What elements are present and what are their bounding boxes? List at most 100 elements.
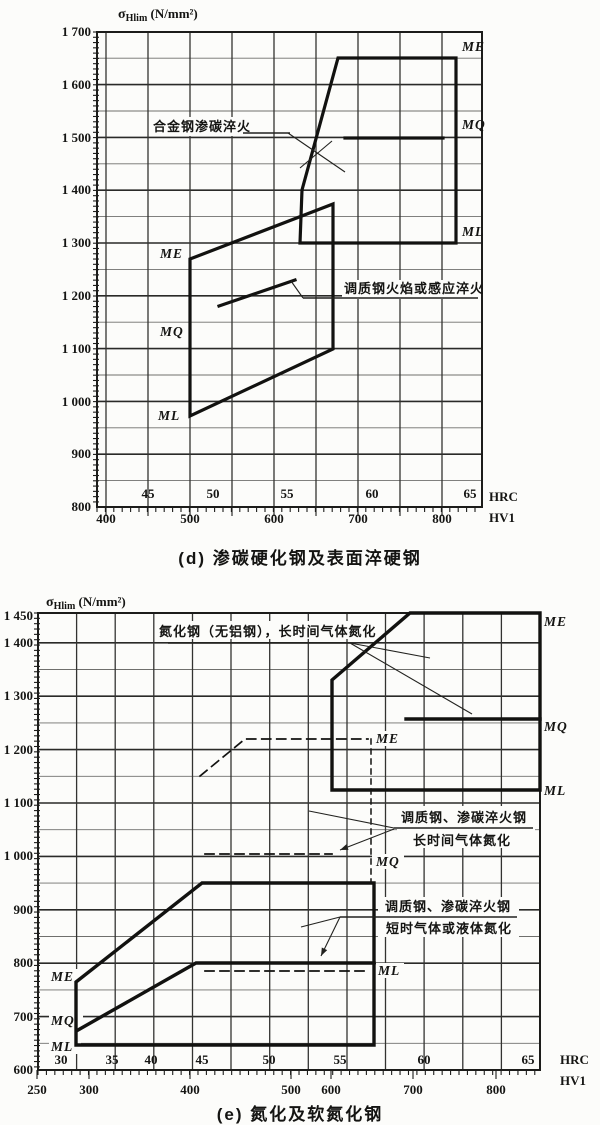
chart-label: 50 [207, 486, 220, 501]
chart-label: ME [50, 969, 74, 984]
chart-label: MQ [50, 1013, 75, 1028]
chart-label: 调质钢火焰或感应淬火 [344, 281, 484, 296]
chart-label: 氮化钢（无铝钢），长时间气体氮化 [159, 624, 377, 639]
chart-e: 1 450 1 400 1 300 1 200 1 100 1 000 900 800 700 6… [4, 594, 589, 1097]
chart-label: MQ [375, 854, 400, 869]
chart-label: ME [159, 246, 183, 261]
axis-ticks-d [93, 31, 476, 516]
leader-arrowhead [340, 844, 349, 850]
chart-label: 1 450 [4, 608, 33, 623]
label-backing [158, 621, 372, 639]
chart-label: ME [375, 731, 399, 746]
quality-grade-line [75, 961, 376, 1033]
label-backing [460, 39, 487, 54]
chart-d: 1 700 1 600 1 500 1 400 1 300 1 200 1 100 1 000… [62, 6, 518, 526]
chart-label: 500 [180, 511, 200, 526]
chart-label: ML [543, 783, 566, 798]
chart-label: 800 [486, 1082, 506, 1097]
chart-label: 900 [14, 902, 34, 917]
chart-label: HRC [560, 1052, 589, 1067]
quality-grade-line [198, 738, 369, 778]
chart-text-e: 1 450 1 400 1 300 1 200 1 100 1 000 900 800 700 6… [4, 594, 589, 1097]
label-backing [49, 969, 81, 984]
chart-label: 40 [145, 1052, 158, 1067]
chart-label: ML [461, 224, 484, 239]
label-backing [372, 854, 404, 869]
label-backing [49, 1039, 81, 1054]
chart-label: 调质钢、渗碳淬火钢 [401, 810, 527, 825]
chart-label: 1 500 [62, 130, 91, 145]
chart-label: HV1 [560, 1073, 586, 1088]
chart-label: HRC [489, 489, 518, 504]
axis-ticks-e [34, 612, 536, 1079]
quality-grade-line [330, 611, 542, 792]
leader-arrowhead [321, 947, 328, 956]
quality-grade-line [216, 277, 298, 309]
chart-label: MQ [159, 324, 184, 339]
chart-label: 35 [106, 1052, 120, 1067]
chart-label: 300 [79, 1082, 99, 1097]
chart-label: 65 [522, 1052, 536, 1067]
label-backing [376, 963, 404, 978]
annotation-leaders-e [168, 642, 533, 957]
chart-label: 65 [464, 486, 478, 501]
label-backing [153, 407, 186, 423]
chart-label: 250 [27, 1082, 47, 1097]
chart-label: 1 200 [4, 742, 33, 757]
chart-label: ME [543, 614, 567, 629]
chart-label: MQ [461, 117, 486, 132]
caption-chart-d: (d) 渗碳硬化钢及表面淬硬钢 [178, 549, 422, 568]
chart-label: 900 [72, 446, 92, 461]
quality-grade-line [188, 201, 335, 419]
chart-label: 600 [264, 511, 284, 526]
label-backing [155, 245, 188, 261]
chart-label: 500 [281, 1082, 301, 1097]
label-backing [460, 224, 487, 239]
label-backing [155, 323, 188, 339]
chart-label: 50 [263, 1052, 276, 1067]
chart-label: 1 600 [62, 77, 91, 92]
chart-label: 调质钢、渗碳淬火钢 [385, 899, 511, 914]
chart-label: MQ [543, 719, 568, 734]
chart-label: 30 [55, 1052, 68, 1067]
plot-border [37, 612, 541, 1071]
chart-label: 1 300 [4, 688, 33, 703]
chart-label: 长时间气体氮化 [413, 833, 511, 848]
chart-label: 400 [96, 511, 116, 526]
y-axis-title: σHlim (N/mm²) [118, 6, 198, 24]
chart-text-d: 1 700 1 600 1 500 1 400 1 300 1 200 1 100 1 000… [62, 6, 518, 526]
chart-label: 55 [281, 486, 295, 501]
region-boundaries-d [188, 56, 458, 419]
chart-label: 1 700 [62, 24, 91, 39]
chart-label: 1 100 [62, 341, 91, 356]
grid-d [97, 32, 482, 507]
label-backing [397, 806, 535, 848]
quality-grade-line [298, 56, 458, 245]
chart-label: 短时气体或液体氮化 [386, 921, 512, 936]
chart-label: 45 [196, 1052, 210, 1067]
chart-label: 1 100 [4, 795, 33, 810]
chart-label: 400 [180, 1082, 200, 1097]
chart-label: 1 400 [62, 182, 91, 197]
chart-label: ML [377, 963, 400, 978]
chart-label: 45 [142, 486, 156, 501]
chart-label: 800 [432, 511, 452, 526]
chart-label: 800 [72, 499, 92, 514]
chart-label: HV1 [489, 510, 515, 525]
caption-chart-e: (e) 氮化及软氮化钢 [216, 1105, 384, 1124]
chart-label: 1 000 [4, 848, 33, 863]
y-axis-title: σHlim (N/mm²) [46, 594, 126, 612]
annotation-leaders-d [243, 132, 478, 299]
label-backing [372, 731, 402, 746]
chart-label: 600 [14, 1062, 34, 1077]
chart-label: 55 [334, 1052, 348, 1067]
chart-label: 60 [418, 1052, 431, 1067]
chart-label: 1 400 [4, 635, 33, 650]
label-backing [342, 280, 482, 299]
chart-label: ML [50, 1039, 73, 1054]
chart-label: 700 [348, 511, 368, 526]
chart-label: 600 [321, 1082, 341, 1097]
chart-label: ML [157, 408, 180, 423]
